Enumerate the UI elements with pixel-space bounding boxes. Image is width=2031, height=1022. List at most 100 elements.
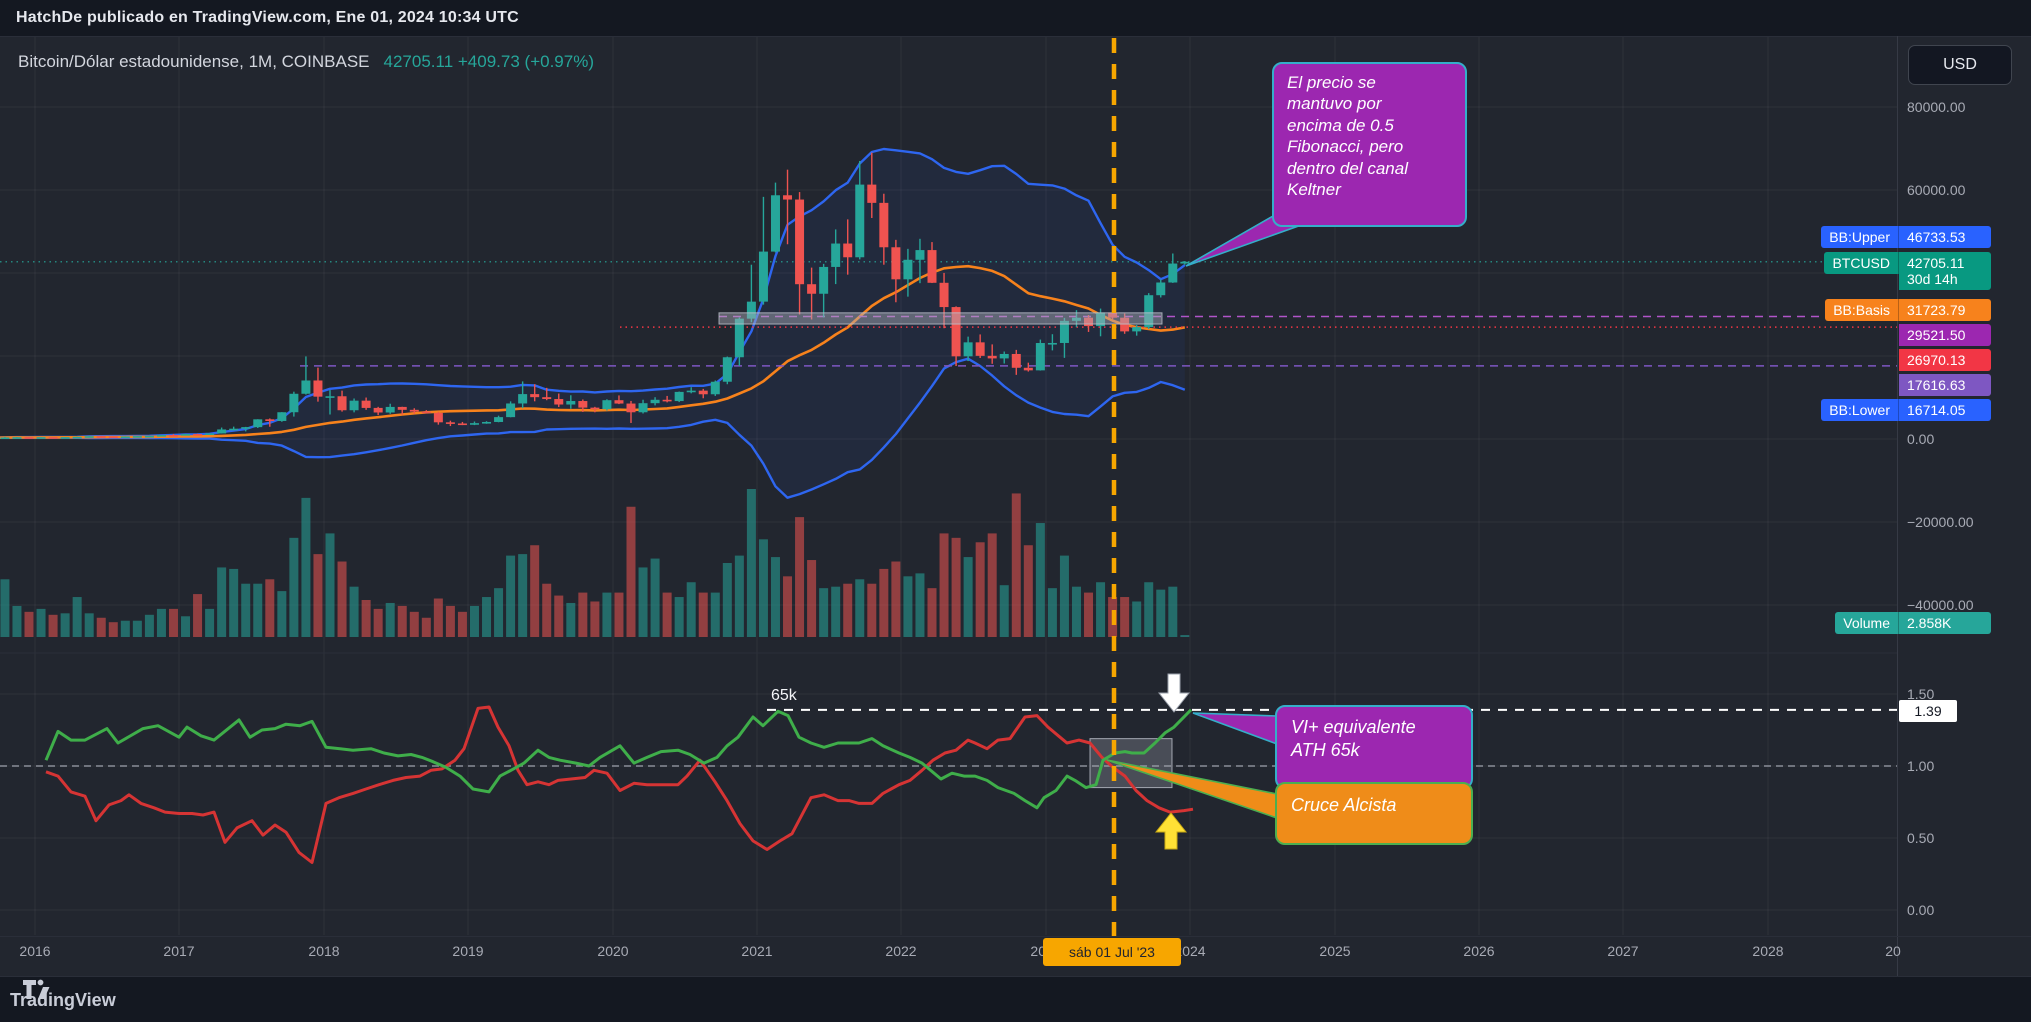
candle-body: [1084, 317, 1094, 327]
volume-bar: [939, 533, 949, 637]
vi-tail[interactable]: [1192, 712, 1278, 746]
candle-body: [506, 403, 516, 418]
axis-tick-0.00: 0.00: [1907, 902, 1935, 918]
candle-body: [168, 435, 178, 437]
volume-bar: [1035, 523, 1045, 637]
volume-bar: [674, 597, 684, 637]
axis-label-value: 29521.50: [1899, 324, 1991, 346]
candle-body: [193, 434, 203, 436]
candle-body: [1047, 342, 1057, 345]
candle-body: [927, 250, 937, 283]
white-down-arrow[interactable]: [1157, 673, 1191, 713]
symbol-title[interactable]: Bitcoin/Dólar estadounidense, 1M, COINBA…: [18, 52, 370, 71]
year-label-2026: 2026: [1463, 943, 1495, 959]
callout-keltner[interactable]: El precio se mantuvo por encima de 0.5 F…: [1272, 62, 1467, 227]
price-range-box[interactable]: [718, 312, 1163, 325]
candle-body: [1011, 353, 1021, 368]
year-label-2016: 2016: [19, 943, 51, 959]
candle-body: [915, 250, 925, 260]
date-tag[interactable]: sáb 01 Jul '23: [1043, 938, 1181, 966]
candle-body: [1035, 343, 1045, 371]
volume-bar: [24, 611, 34, 637]
volume-bar: [915, 573, 925, 637]
volume-bar: [710, 592, 720, 637]
volume-bar: [686, 582, 696, 637]
candle-body: [253, 419, 263, 428]
volume-bar: [1071, 586, 1081, 637]
candle-body: [156, 435, 166, 437]
year-label-2017: 2017: [163, 943, 195, 959]
volume-bar: [831, 586, 841, 637]
candle-body: [445, 422, 455, 424]
volume-bar: [36, 608, 46, 637]
axis-label-value: 31723.79: [1899, 299, 1991, 321]
volume-bar: [650, 558, 660, 637]
volume-bar: [903, 576, 913, 637]
volume-bar: [277, 591, 287, 637]
volume-bar: [457, 611, 467, 637]
year-label-2019: 2019: [452, 943, 484, 959]
volume-bar: [975, 542, 985, 637]
volume-bar: [48, 614, 58, 637]
callout-vi-ath[interactable]: VI+ equivalente ATH 65k: [1275, 705, 1473, 789]
yellow-up-arrow[interactable]: [1154, 812, 1188, 850]
volume-bar: [156, 608, 166, 637]
volume-bar: [602, 592, 612, 637]
volume-bar: [217, 567, 227, 637]
volume-bar: [409, 611, 419, 637]
candle-body: [879, 202, 889, 248]
volume-bar: [1144, 582, 1154, 637]
volume-bar: [927, 588, 937, 637]
volume-bar: [891, 561, 901, 637]
candle-body: [108, 436, 118, 439]
volume-bar: [867, 583, 877, 637]
candle-body: [710, 381, 720, 395]
tradingview-brand-text[interactable]: TradingView: [10, 989, 116, 1010]
candle-body: [84, 436, 94, 438]
year-label-2025: 2025: [1319, 943, 1351, 959]
volume-bar: [253, 583, 263, 637]
axis-label-name: BTCUSD: [1824, 252, 1899, 274]
candle-body: [60, 437, 70, 439]
volume-bar: [638, 567, 648, 637]
axis-label-row-BB:Lower: BB:Lower 16714.05: [1821, 399, 1991, 421]
volume-bar: [301, 497, 311, 637]
price-axis-separator: [1897, 36, 1898, 976]
candle-body: [48, 437, 58, 439]
candle-body: [867, 184, 877, 203]
volume-bar: [722, 563, 732, 637]
volume-bar: [193, 594, 203, 637]
candlestick-series: [0, 152, 1190, 440]
candle-body: [891, 247, 901, 280]
candle-body: [746, 301, 756, 319]
axis-label-value: 17616.63: [1899, 374, 1991, 396]
chart-legend[interactable]: Bitcoin/Dólar estadounidense, 1M, COINBA…: [18, 52, 594, 72]
candle-body: [1168, 263, 1178, 283]
callout-cruce-alcista[interactable]: Cruce Alcista: [1275, 782, 1473, 845]
year-label-2021: 2021: [741, 943, 773, 959]
tradingview-logo-icon[interactable]: [22, 977, 56, 1003]
candle-body: [602, 400, 612, 410]
volume-bar: [433, 598, 443, 637]
volume-bar: [1084, 592, 1094, 637]
volume-bar: [626, 506, 636, 637]
axis-label-value: 16714.05: [1899, 399, 1991, 421]
axis-tick-60000.00: 60000.00: [1907, 182, 1966, 198]
ath-65k-text[interactable]: 65k: [771, 687, 797, 704]
volume-bar: [1132, 601, 1142, 637]
volume-bar: [518, 554, 528, 637]
volume-bar: [373, 608, 383, 637]
volume-bar: [265, 579, 275, 637]
candle-body: [144, 435, 154, 438]
time-axis[interactable]: sáb 01 Jul '23 2016 2017 2018 2019 2020 2021 2…: [0, 936, 2031, 977]
candle-body: [939, 282, 949, 308]
vi-value-label: 1.39: [1899, 700, 1957, 722]
axis-label-value: 42705.11 30d 14h: [1899, 252, 1991, 290]
publish-bar: HatchDe publicado en TradingView.com, En…: [0, 0, 2031, 37]
candle-body: [518, 394, 528, 404]
volume-bar: [734, 555, 744, 637]
axis-label-name: Volume: [1835, 612, 1899, 634]
currency-toggle-button[interactable]: USD: [1908, 45, 2012, 85]
